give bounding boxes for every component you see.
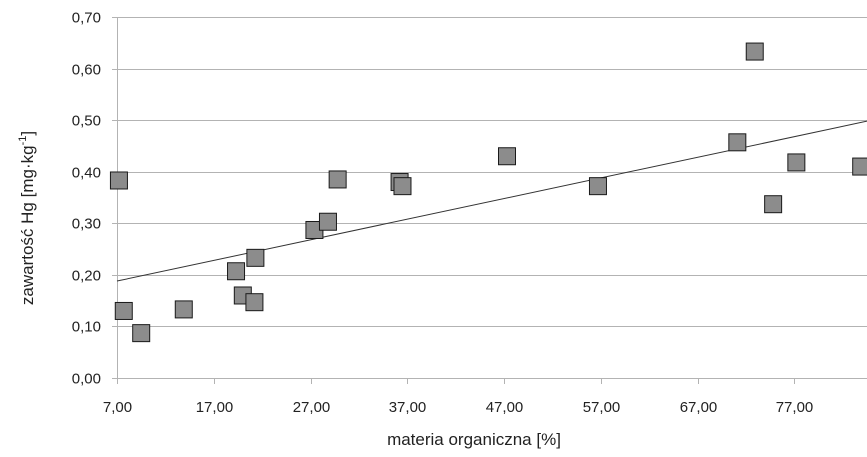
- y-tick-label: 0,20: [72, 268, 101, 285]
- data-point: [393, 177, 412, 196]
- data-point: [852, 157, 867, 176]
- x-tick-labels: 7,00 17,00 27,00 37,00 47,00 57,00 67,00 77,00: [103, 399, 813, 416]
- trendline-group: [116, 120, 867, 282]
- data-point: [728, 133, 747, 152]
- data-point: [174, 300, 193, 319]
- data-point: [745, 42, 764, 61]
- y-tick-label: 0,60: [72, 62, 101, 79]
- y-tick-labels: 0,00 0,10 0,20 0,30 0,40 0,50 0,60 0,70: [72, 10, 101, 388]
- data-point: [764, 195, 783, 214]
- x-tick-label: 17,00: [196, 399, 234, 416]
- data-point: [114, 301, 133, 320]
- y-tick-label: 0,10: [72, 319, 101, 336]
- y-axis-label-superscript: -1: [17, 136, 29, 146]
- data-point: [227, 262, 246, 281]
- y-axis-label: zawartość Hg [mg·kg-1]: [17, 131, 37, 305]
- data-point: [245, 293, 264, 312]
- data-point: [588, 177, 607, 196]
- y-axis-label-main: zawartość Hg [mg·kg: [18, 145, 37, 305]
- y-tick-label: 0,70: [72, 10, 101, 27]
- x-tick-label: 47,00: [486, 399, 524, 416]
- data-point: [318, 212, 337, 231]
- data-point: [132, 324, 151, 343]
- x-tick-label: 27,00: [293, 399, 331, 416]
- x-tick-label: 37,00: [389, 399, 427, 416]
- data-point: [328, 170, 347, 189]
- data-point: [246, 248, 265, 267]
- y-tick-label: 0,40: [72, 165, 101, 182]
- x-tick-label: 7,00: [103, 399, 132, 416]
- trendline: [116, 120, 867, 282]
- x-tick-label: 77,00: [776, 399, 814, 416]
- x-axis-label: materia organiczna [%]: [387, 430, 561, 449]
- axes: [112, 17, 867, 384]
- x-tick-label: 57,00: [583, 399, 621, 416]
- data-point: [109, 171, 128, 190]
- y-tick-label: 0,30: [72, 216, 101, 233]
- x-tick-label: 67,00: [680, 399, 718, 416]
- y-axis-label-suffix: ]: [18, 131, 37, 136]
- data-points: [109, 42, 867, 343]
- data-point: [787, 153, 806, 172]
- y-tick-label: 0,50: [72, 113, 101, 130]
- data-point: [498, 147, 516, 166]
- y-tick-label: 0,00: [72, 371, 101, 388]
